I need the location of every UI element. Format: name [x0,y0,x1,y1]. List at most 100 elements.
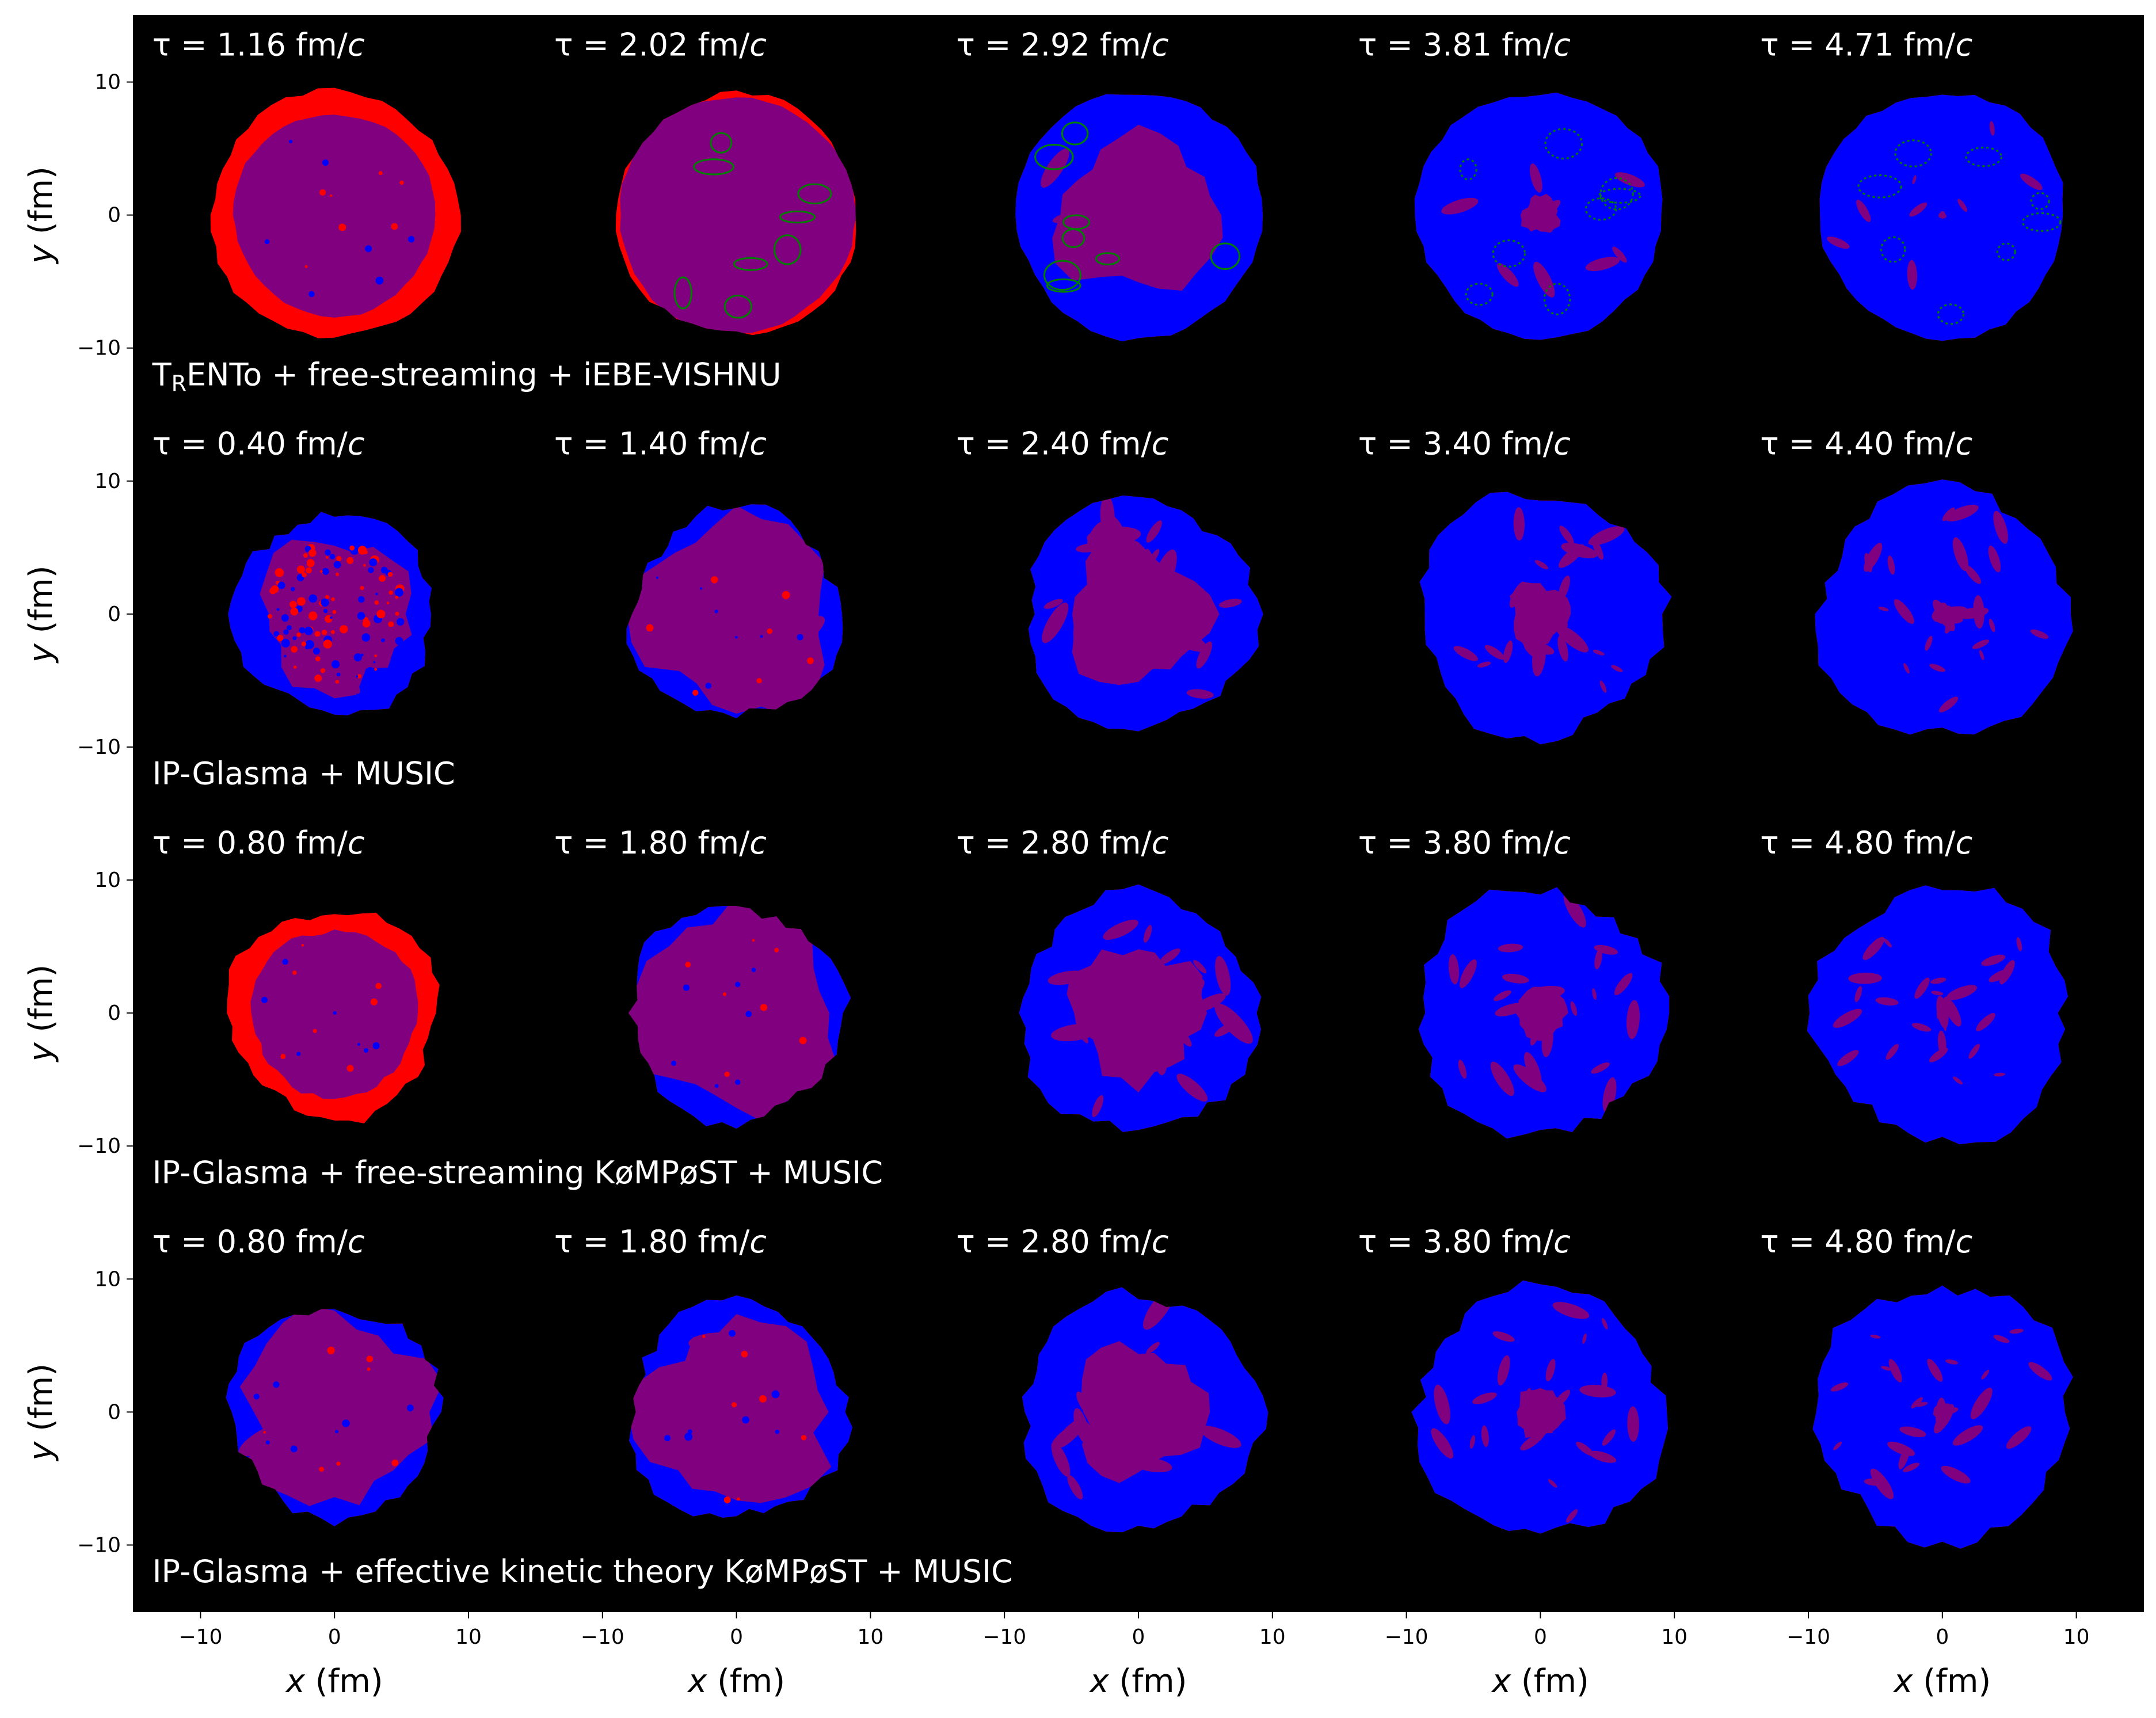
x-tick-label: 0 [1534,1625,1547,1649]
fireball-core [620,97,856,333]
y-tick-label: 10 [94,1267,121,1291]
panel-2-4 [1419,492,1672,745]
x-tick-label: −10 [178,1625,222,1649]
y-tick-label: 0 [108,204,121,227]
panel-4-5 [1812,1285,2073,1549]
blue-region [628,906,851,1129]
y-tick-label: −10 [77,1134,121,1158]
time-label: τ = 4.80 fm/c [1760,825,1972,861]
time-label: τ = 1.40 fm/c [554,426,767,462]
panel-4-2 [628,1295,853,1518]
time-label: τ = 2.80 fm/c [956,1224,1168,1260]
time-label: τ = 2.92 fm/c [956,26,1168,63]
x-tick-label: 10 [455,1625,482,1649]
x-tick-label: 0 [328,1625,341,1649]
model-label: IP-Glasma + effective kinetic theory KøM… [153,1553,1013,1590]
y-tick-label: 0 [108,603,121,626]
time-label: τ = 4.40 fm/c [1760,426,1972,462]
time-label: τ = 2.02 fm/c [554,26,767,63]
x-tick-label: −10 [982,1625,1026,1649]
model-label: IP-Glasma + free-streaming KøMPøST + MUS… [153,1155,883,1191]
x-tick-label: −10 [581,1625,624,1649]
blue-region [1411,1280,1668,1534]
blue-region [1418,887,1670,1139]
panel-2-2 [626,504,843,719]
blue-region [628,1295,853,1518]
blue-region [1022,1287,1269,1533]
y-axis-label: y (fm) [22,565,60,664]
blue-region [1028,495,1263,732]
panel-1-5 [1819,94,2063,341]
blue-region [1019,884,1262,1132]
labels-layer: τ = 1.16 fm/c τ = 2.02 fm/c τ = 2.92 fm/c τ… [152,26,1973,1590]
model-label: TRENTo + free-streaming + iEBE-VISHNU [152,356,782,396]
axes-layer: 10 0 −10 y (fm) 10 0 −10 y (fm) 10 0 −10 y (fm) 10 0 −… [22,15,2144,1700]
panel-2-1 [228,512,432,715]
x-axis-label: x (fm) [687,1663,785,1700]
time-label: τ = 2.80 fm/c [956,825,1168,861]
panel-1-1 [210,87,461,338]
panel-1-2 [615,90,856,336]
panel-2-3 [1028,495,1263,732]
time-label: τ = 3.80 fm/c [1358,1224,1571,1260]
time-label: τ = 0.40 fm/c [153,426,365,462]
blue-region [226,1309,444,1526]
time-label: τ = 3.40 fm/c [1358,426,1571,462]
x-tick-label: 0 [730,1625,743,1649]
panel-1-4 [1414,92,1663,340]
x-tick-label: 0 [1936,1625,1949,1649]
time-label: τ = 3.81 fm/c [1358,26,1571,63]
panel-3-1 [227,912,440,1123]
panel-1-3 [1015,94,1263,342]
panel-3-5 [1807,885,2068,1145]
time-label: τ = 1.16 fm/c [153,26,365,63]
blue-region [1419,492,1672,745]
panel-4-1 [226,1309,444,1526]
x-axis-label: x (fm) [1491,1663,1589,1700]
y-axis-label: y (fm) [22,965,60,1063]
time-label: τ = 4.80 fm/c [1760,1224,1972,1260]
blue-region [1819,94,2063,341]
y-axis-label: y (fm) [22,1363,60,1462]
y-tick-label: 10 [94,868,121,892]
blue-region [626,504,843,719]
x-axis-label: x (fm) [1089,1663,1187,1700]
time-label: τ = 2.40 fm/c [956,426,1168,462]
x-axis-label: x (fm) [1892,1663,1991,1700]
x-tick-label: −10 [1385,1625,1429,1649]
x-tick-label: 10 [2063,1625,2090,1649]
x-axis-label: x (fm) [285,1663,383,1700]
x-tick-label: 0 [1132,1625,1145,1649]
panel-3-3 [1019,884,1262,1132]
y-tick-label: 0 [108,1001,121,1025]
x-tick-label: 10 [857,1625,883,1649]
panel-4-4 [1411,1280,1668,1534]
y-tick-label: −10 [77,736,121,759]
y-tick-label: 10 [94,71,121,94]
y-tick-label: −10 [77,337,121,360]
y-tick-label: 10 [94,470,121,493]
y-tick-label: 0 [108,1400,121,1424]
blue-region [1815,479,2073,735]
time-label: τ = 3.80 fm/c [1358,825,1571,861]
y-axis-label: y (fm) [22,166,60,265]
y-tick-label: −10 [77,1533,121,1557]
time-label: τ = 0.80 fm/c [153,1224,365,1260]
blue-region [1812,1285,2073,1549]
panel-3-2 [628,906,851,1129]
blue-region [1414,92,1663,340]
blue-region [1807,885,2068,1145]
time-label: τ = 4.71 fm/c [1760,26,1972,63]
x-tick-label: 10 [1259,1625,1286,1649]
x-tick-label: 10 [1661,1625,1688,1649]
panels-layer [134,16,2143,1612]
panel-3-4 [1418,887,1670,1139]
time-label: τ = 0.80 fm/c [153,825,365,861]
x-tick-label: −10 [1786,1625,1830,1649]
panel-2-5 [1815,479,2073,735]
panel-4-3 [1022,1287,1269,1533]
time-label: τ = 1.80 fm/c [554,1224,767,1260]
time-label: τ = 1.80 fm/c [554,825,767,861]
blue-region [1015,94,1263,342]
